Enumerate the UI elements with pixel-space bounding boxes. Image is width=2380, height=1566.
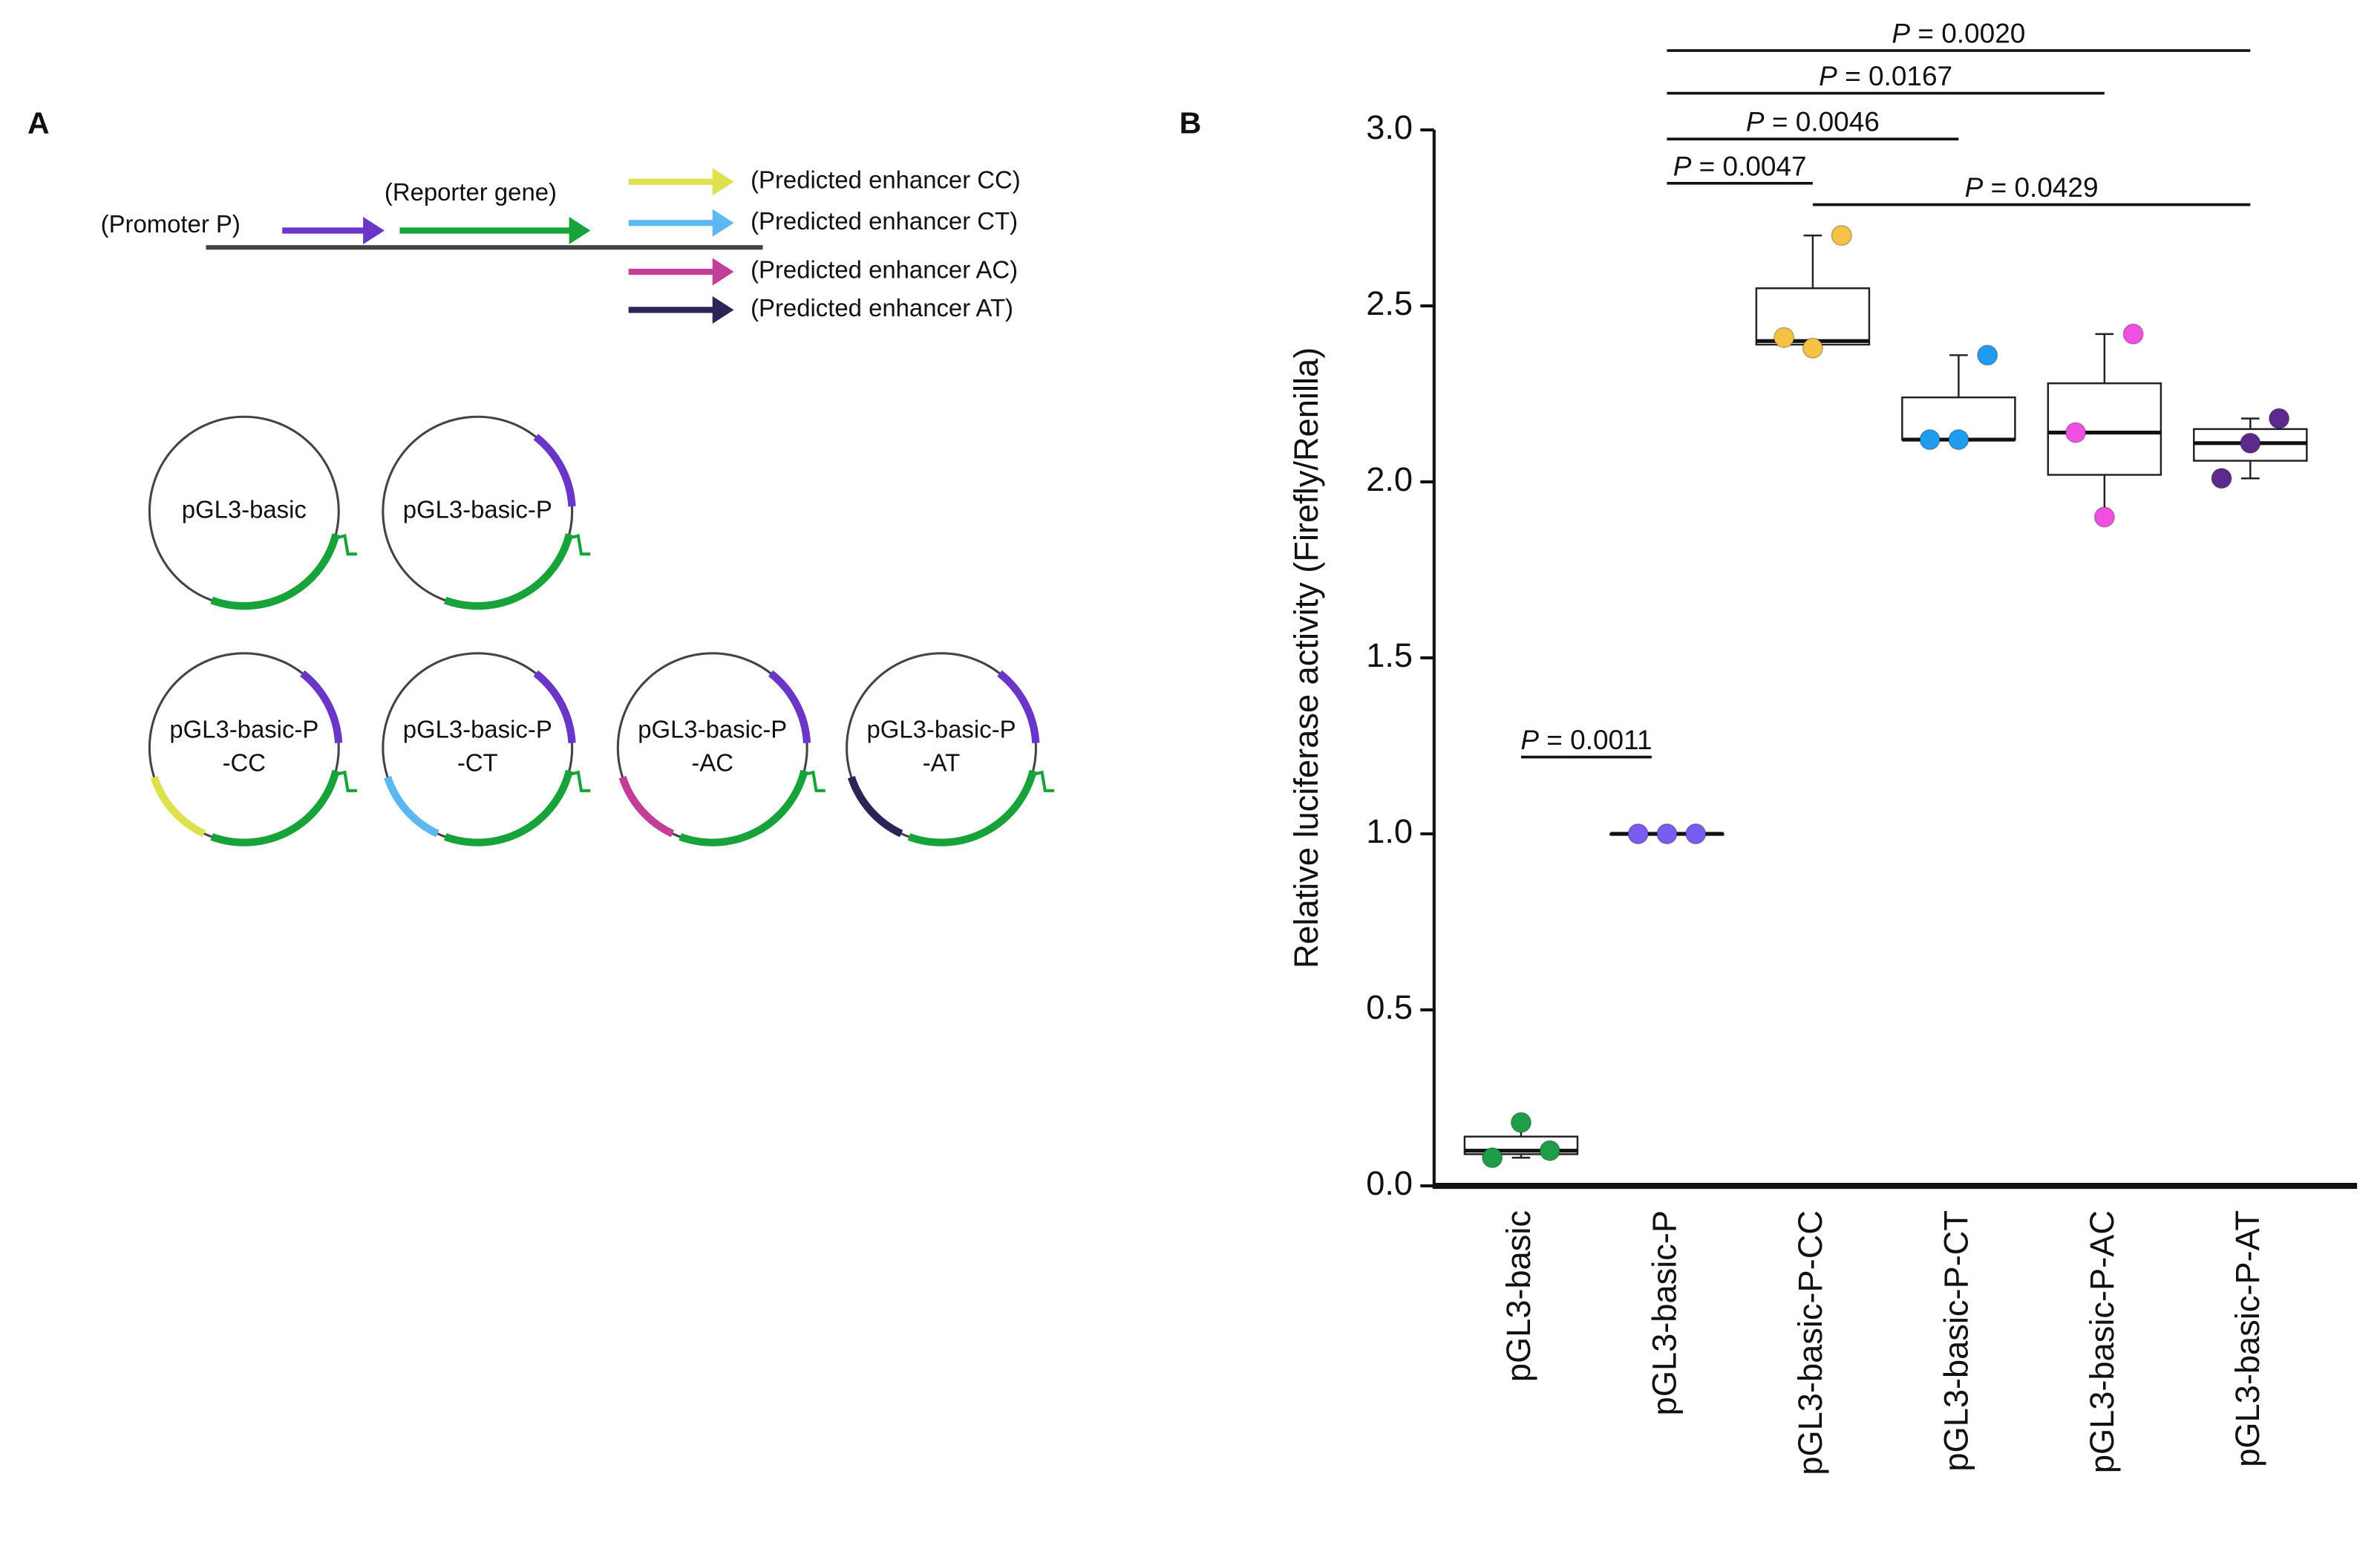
- plasmid-arc: [150, 775, 206, 838]
- enhancer-label: (Predicted enhancer CT): [751, 207, 1018, 235]
- x-tick-label: pGL3-basic-P-CT: [1937, 1210, 1975, 1472]
- p-value-label: P = 0.0020: [1892, 18, 2025, 48]
- y-tick-label: 1.0: [1366, 812, 1413, 850]
- x-tick-label: pGL3-basic-P-CC: [1791, 1210, 1829, 1475]
- data-point: [2268, 408, 2290, 429]
- data-point: [2211, 468, 2232, 489]
- plasmid-label: pGL3-basic-P: [638, 715, 787, 743]
- plasmid-arc: [533, 670, 576, 743]
- p-value-label: P = 0.0046: [1746, 106, 1880, 137]
- data-point: [2122, 323, 2144, 345]
- plasmid-arc: [618, 775, 675, 838]
- promoter-symbol: [565, 534, 591, 556]
- arrow-head: [712, 258, 734, 286]
- plasmid-arc: [210, 533, 340, 610]
- promoter-symbol: [1029, 770, 1055, 792]
- plasmid-label: -AT: [923, 749, 961, 777]
- data-point: [2064, 422, 2087, 443]
- plasmid-label: pGL3-basic: [182, 495, 307, 523]
- plasmid-arc: [443, 533, 573, 610]
- x-tick-label: pGL3-basic-P-AT: [2229, 1210, 2266, 1467]
- plasmid-arc: [768, 670, 811, 743]
- panel-label: A: [27, 106, 50, 140]
- data-point: [1802, 337, 1824, 359]
- arrow-head: [712, 296, 734, 324]
- enhancer-label: (Predicted enhancer AT): [751, 294, 1013, 322]
- data-point: [2240, 432, 2261, 454]
- data-point: [1510, 1112, 1532, 1133]
- panel-a: (Promoter P) (Reporter gene) (Predicted …: [101, 166, 1055, 846]
- x-tick-label: pGL3-basic-P: [1645, 1210, 1683, 1415]
- y-tick-label: 0.5: [1366, 988, 1413, 1026]
- plasmid-arc: [384, 775, 439, 838]
- plasmid-arc: [997, 670, 1040, 743]
- arrow-head: [569, 217, 591, 245]
- promoter-symbol: [332, 534, 357, 556]
- data-point: [2093, 506, 2116, 528]
- data-point: [1685, 823, 1707, 845]
- data-point: [1948, 428, 1969, 451]
- plasmid-label: pGL3-basic-P: [403, 715, 552, 743]
- plasmid-label: pGL3-basic-P: [169, 715, 318, 743]
- data-point: [1976, 345, 1998, 366]
- plasmid-label: pGL3-basic-P: [403, 495, 552, 523]
- promoter-symbol: [565, 770, 591, 792]
- arrow-head: [712, 168, 734, 196]
- plasmid-arc: [443, 769, 573, 846]
- box: [1755, 287, 1871, 346]
- enhancer-label: (Predicted enhancer AC): [751, 256, 1018, 284]
- plasmid-arc: [300, 670, 343, 743]
- plasmid-label: pGL3-basic-P: [867, 715, 1016, 743]
- enhancer-label: (Predicted enhancer CC): [751, 166, 1021, 193]
- plasmid-arc: [847, 775, 903, 838]
- plasmid-label: -CC: [223, 749, 266, 777]
- data-point: [1539, 1140, 1560, 1161]
- p-value-label: P = 0.0011: [1520, 725, 1652, 755]
- plasmid-arc: [210, 769, 340, 846]
- y-tick-label: 3.0: [1366, 108, 1413, 146]
- y-axis-label: Relative luciferase activity (Firefly/Re…: [1287, 348, 1325, 969]
- data-point: [1656, 823, 1678, 845]
- plasmid-arc: [533, 434, 576, 507]
- box: [2047, 382, 2162, 476]
- p-value-label: P = 0.0429: [1965, 172, 2099, 203]
- x-tick-label: pGL3-basic: [1500, 1210, 1537, 1382]
- plasmid-arc: [907, 769, 1037, 846]
- data-point: [1773, 327, 1795, 348]
- x-tick-label: pGL3-basic-P-AC: [2083, 1210, 2121, 1473]
- reporter-label: (Reporter gene): [385, 178, 557, 206]
- p-value-label: P = 0.0167: [1819, 61, 1952, 91]
- plasmid-label: -AC: [691, 749, 733, 777]
- data-point: [1919, 428, 1941, 451]
- panel-label: B: [1180, 106, 1202, 140]
- p-value-label: P = 0.0047: [1673, 151, 1807, 181]
- data-point: [1627, 823, 1649, 845]
- y-tick-label: 1.5: [1366, 636, 1413, 674]
- promoter-symbol: [332, 770, 357, 792]
- y-tick-label: 0.0: [1366, 1164, 1413, 1202]
- arrow-head: [712, 209, 734, 237]
- plasmid-label: -CT: [457, 749, 498, 777]
- plasmid-arc: [679, 769, 808, 846]
- y-tick-label: 2.0: [1366, 460, 1413, 498]
- data-point: [1482, 1146, 1503, 1169]
- y-tick-label: 2.5: [1366, 284, 1413, 322]
- arrow-head: [363, 217, 385, 245]
- promoter-label: (Promoter P): [101, 210, 241, 238]
- data-point: [1831, 224, 1852, 247]
- promoter-symbol: [800, 770, 826, 792]
